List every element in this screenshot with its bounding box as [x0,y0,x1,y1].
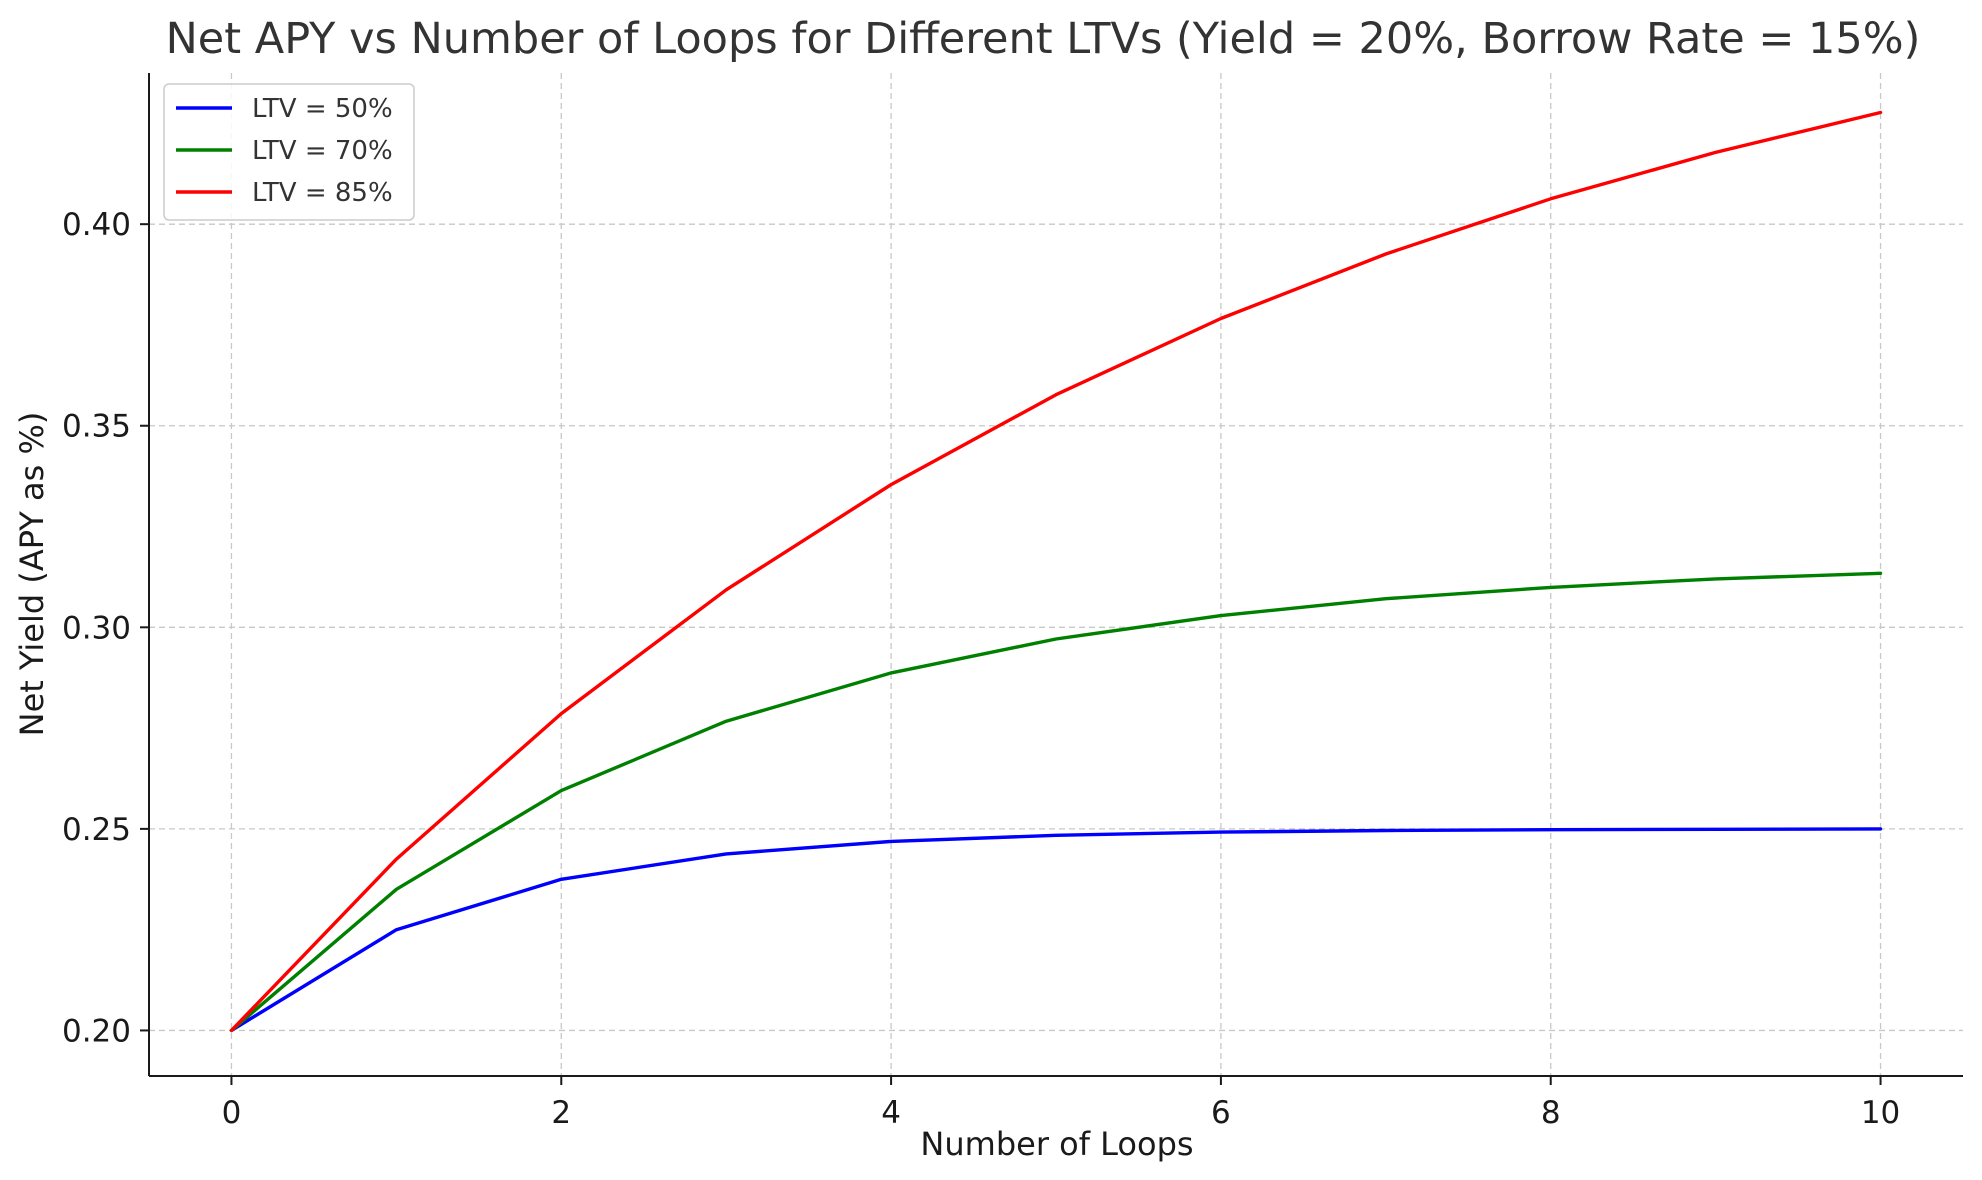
x-tick-label: 2 [551,1095,571,1131]
legend-entries: LTV = 50% LTV = 70% LTV = 85% [176,94,393,208]
y-tick-label: 0.40 [62,207,131,243]
x-tick-label: 4 [881,1095,901,1131]
legend: LTV = 50% LTV = 70% LTV = 85% [163,83,415,221]
y-tick-label: 0.30 [62,610,131,646]
series-line-2 [229,571,1883,1033]
series-line-3 [229,110,1883,1033]
legend-label: LTV = 70% [252,136,393,166]
x-tick-label: 6 [1211,1095,1231,1131]
tick-labels: 0 2 4 6 8 10 0.20 0.25 0.30 0.35 0.40 [62,207,1900,1131]
y-tick-label: 0.20 [62,1013,131,1049]
series-line-1 [229,827,1883,1033]
chart-title: Net APY vs Number of Loops for Different… [166,14,1921,64]
x-tick-label: 10 [1861,1095,1900,1131]
legend-label: LTV = 50% [252,94,393,124]
series-lines [229,110,1883,1033]
legend-box [163,83,415,221]
x-axis-label: Number of Loops [920,1125,1193,1163]
x-tick-label: 0 [222,1095,242,1131]
y-tick-label: 0.25 [62,812,131,848]
legend-label: LTV = 85% [252,178,393,208]
y-axis-label: Net Yield (APY as %) [13,412,51,737]
axes [140,73,1963,1085]
grid [149,73,1963,1076]
x-tick-label: 8 [1541,1095,1561,1131]
y-tick-label: 0.35 [62,409,131,445]
